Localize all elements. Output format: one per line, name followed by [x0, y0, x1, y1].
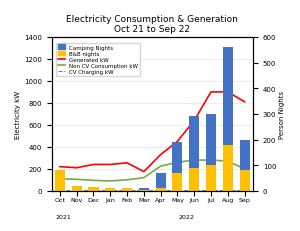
Bar	[122, 188, 132, 191]
Bar	[223, 48, 233, 145]
Bar	[156, 173, 166, 188]
Bar	[240, 170, 250, 191]
Title: Electricity Consumption & Generation
Oct 21 to Sep 22: Electricity Consumption & Generation Oct…	[66, 15, 238, 34]
Bar	[172, 173, 182, 191]
Bar	[223, 145, 233, 191]
Bar	[240, 140, 250, 170]
Bar	[105, 188, 115, 191]
Bar	[189, 168, 199, 191]
Bar	[189, 117, 199, 168]
Bar	[206, 114, 216, 165]
Bar	[156, 188, 166, 191]
Text: 2022: 2022	[178, 214, 194, 219]
Bar	[55, 170, 65, 191]
Bar	[72, 186, 82, 191]
Text: 2021: 2021	[55, 214, 71, 219]
Y-axis label: Electricity kW: Electricity kW	[15, 91, 21, 138]
Legend: Camping Nights, B&B nights, Generated kW, Non CV Consumption kW, CV Charging kW: Camping Nights, B&B nights, Generated kW…	[56, 44, 140, 76]
Bar	[206, 165, 216, 191]
Bar	[139, 188, 149, 190]
Bar	[172, 143, 182, 173]
Y-axis label: Person Nights: Person Nights	[279, 91, 285, 138]
Bar	[88, 187, 98, 191]
Bar	[139, 190, 149, 191]
